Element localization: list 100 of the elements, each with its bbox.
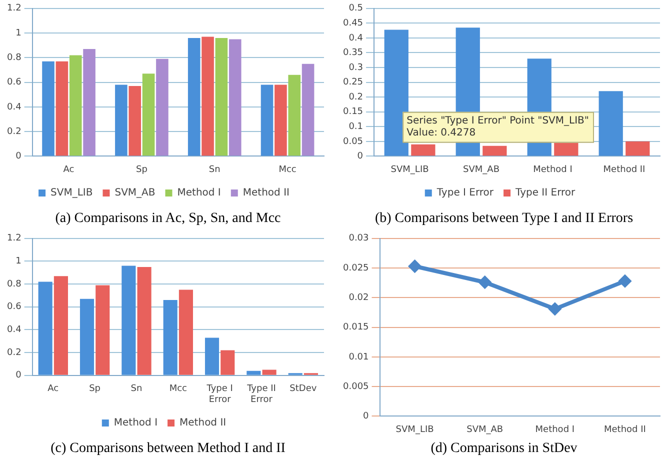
x-tick-label: Sp (89, 384, 101, 394)
point (548, 302, 561, 315)
text: (c) Comparisons between Method I and II (50, 440, 286, 458)
y-tick-label: 0.5 (348, 4, 364, 14)
bar (178, 290, 193, 375)
bar (137, 266, 152, 375)
y-tick-label: 0 (363, 412, 370, 422)
bar (246, 370, 261, 375)
y-tick-label: 0.6 (6, 78, 22, 88)
x-tick-label: Method II (604, 424, 646, 435)
bar (56, 61, 68, 156)
y-tick-label: 0.01 (348, 352, 369, 362)
text: (a) Comparisons in Ac, Sp, Sn, and Mcc (54, 210, 282, 228)
x-tick-label: Mcc (169, 384, 188, 394)
y-tick-label: 1 (16, 256, 22, 267)
bar (411, 144, 436, 156)
bar (96, 285, 110, 375)
legend-label: Type I Error (436, 188, 494, 199)
annotation: Series "Type I Error" Point "SVM_LIB" Value: 0.4278 (406, 115, 590, 138)
bar (38, 282, 52, 375)
y-tick-label: 0.4 (6, 325, 22, 336)
bar (204, 338, 220, 375)
bar (115, 84, 128, 156)
x-tick-label: SVM_AB (463, 164, 500, 175)
y-tick-label: 0 (16, 370, 22, 381)
bar (163, 300, 178, 375)
x-tick-label: Sn (130, 384, 142, 394)
y-tick-label: 0.2 (348, 92, 364, 102)
x-tick-label: StDev (290, 384, 318, 394)
y-tick-label: 0.1 (348, 122, 364, 132)
y-tick-label: 1.2 (6, 234, 22, 244)
y-tick-label: 1 (16, 28, 22, 38)
bar (554, 142, 578, 156)
y-tick-label: 0.8 (6, 53, 22, 64)
bar (220, 350, 235, 375)
x-tick-label: Method II (603, 164, 646, 175)
point (408, 260, 421, 272)
y-tick-label: 0.4 (348, 33, 364, 44)
bar (262, 370, 276, 375)
y-tick-label: 0.4 (6, 102, 22, 112)
x-tick-label: SVM_LIB (390, 164, 429, 175)
bar (228, 39, 242, 156)
y-tick-label: 0 (357, 152, 364, 162)
x-tick-label: Type II Error (246, 384, 276, 405)
y-tick-label: 0.2 (6, 126, 22, 137)
bar (598, 91, 623, 156)
bar (260, 84, 274, 156)
y-tick-label: 0.03 (348, 234, 369, 244)
y-tick-label: 0.6 (6, 302, 22, 312)
text: (b) Comparisons between Type I and II Errors (374, 210, 634, 228)
x-tick-label: Type I Error (206, 384, 233, 405)
y-tick-label: 0 (16, 152, 22, 162)
x-tick-label: Mcc (278, 164, 296, 175)
y-tick-label: 0.35 (342, 48, 364, 58)
y-tick-label: 0.2 (6, 348, 22, 358)
legend-label: Method II (242, 188, 290, 199)
y-tick-label: 0.3 (348, 62, 364, 73)
bar (202, 36, 214, 156)
y-tick-label: 0.05 (342, 136, 364, 147)
x-tick-label: SVM_LIB (396, 424, 434, 435)
y-tick-label: 1.2 (6, 4, 22, 14)
x-tick-label: Method I (535, 424, 575, 435)
y-tick-label: 0.25 (342, 78, 364, 88)
point (618, 275, 631, 288)
x-tick-label: SVM_AB (466, 424, 504, 435)
bar (54, 276, 68, 375)
bar (384, 30, 408, 156)
bar (128, 86, 142, 156)
y-tick-label: 0.005 (343, 382, 369, 392)
x-tick-label: Ac (48, 384, 59, 394)
x-tick-label: Method I (533, 164, 572, 175)
bar (288, 74, 301, 156)
legend-label: SVM_LIB (50, 188, 93, 199)
bar (188, 38, 200, 156)
x-tick-label: Ac (63, 164, 74, 175)
y-tick-label: 0.15 (342, 107, 364, 118)
legend-label: Method I (177, 188, 221, 199)
point (478, 276, 491, 288)
bar (215, 38, 228, 156)
y-tick-label: 0.02 (348, 293, 369, 304)
bar (156, 58, 168, 156)
x-tick-label: Sp (136, 164, 148, 175)
bar (302, 64, 314, 156)
x-tick-label: Sn (208, 164, 220, 175)
bar (482, 146, 507, 156)
y-tick-label: 0.8 (6, 279, 22, 290)
bar (80, 298, 94, 375)
bar (626, 141, 650, 156)
y-tick-label: 0.025 (343, 263, 369, 274)
bar (83, 49, 96, 156)
bar (42, 61, 54, 156)
legend-label: Type II Error (514, 188, 576, 199)
y-tick-label: 0.45 (342, 18, 364, 29)
legend-label: SVM_AB (114, 188, 156, 199)
text: (d) Comparisons in StDev (430, 440, 578, 458)
bar (69, 55, 82, 156)
y-tick-label: 0.015 (343, 322, 369, 333)
bar (122, 266, 136, 375)
bar (274, 84, 287, 156)
bar (142, 74, 155, 156)
